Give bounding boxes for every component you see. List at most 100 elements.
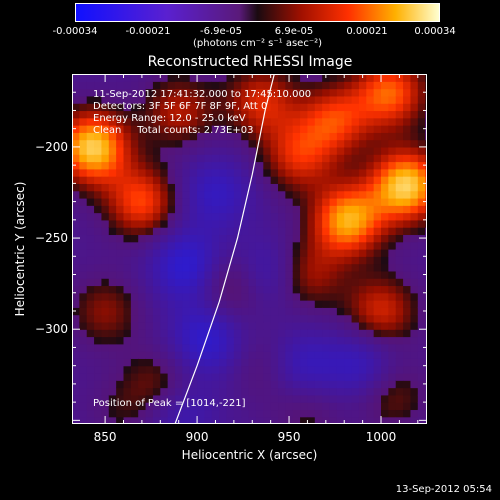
heatmap-cell bbox=[204, 394, 213, 403]
heatmap-cell bbox=[300, 219, 309, 228]
heatmap-cell bbox=[366, 146, 375, 155]
heatmap-cell bbox=[381, 314, 389, 323]
heatmap-cell bbox=[123, 270, 132, 279]
heatmap-cell bbox=[175, 336, 183, 345]
heatmap-cell bbox=[292, 394, 301, 403]
heatmap-cell bbox=[366, 256, 375, 265]
heatmap-cell bbox=[403, 270, 412, 279]
heatmap-cell bbox=[160, 241, 169, 250]
heatmap-cell bbox=[211, 256, 220, 265]
heatmap-cell bbox=[101, 241, 110, 250]
heatmap-cell bbox=[358, 380, 367, 389]
heatmap-cell bbox=[300, 176, 309, 184]
heatmap-cell bbox=[410, 176, 419, 184]
heatmap-cell bbox=[182, 110, 191, 119]
heatmap-cell bbox=[292, 372, 301, 381]
heatmap-cell bbox=[189, 219, 198, 228]
heatmap-cell bbox=[351, 372, 360, 381]
heatmap-cell bbox=[322, 321, 331, 330]
heatmap-cell bbox=[241, 81, 250, 90]
heatmap-cell bbox=[336, 139, 345, 148]
heatmap-cell bbox=[123, 241, 132, 250]
heatmap-cell bbox=[314, 88, 323, 97]
heatmap-cell bbox=[270, 387, 279, 396]
heatmap-cell bbox=[101, 125, 110, 133]
heatmap-cell bbox=[417, 190, 426, 199]
heatmap-cell bbox=[204, 110, 213, 119]
heatmap-cell bbox=[152, 183, 161, 192]
heatmap-cell bbox=[138, 176, 147, 184]
heatmap-cell bbox=[101, 365, 110, 374]
heatmap-cell bbox=[248, 256, 257, 265]
heatmap-cell bbox=[381, 365, 389, 374]
heatmap-cell bbox=[167, 270, 176, 279]
heatmap-cell bbox=[160, 74, 169, 82]
heatmap-cell bbox=[138, 387, 147, 396]
heatmap-cell bbox=[152, 300, 161, 308]
heatmap-cell bbox=[351, 212, 360, 221]
heatmap-cell bbox=[123, 227, 132, 236]
heatmap-cell bbox=[160, 249, 169, 257]
heatmap-cell bbox=[138, 249, 147, 257]
heatmap-cell bbox=[189, 197, 198, 206]
heatmap-cell bbox=[182, 285, 191, 294]
heatmap-cell bbox=[211, 146, 220, 155]
heatmap-cell bbox=[86, 270, 95, 279]
heatmap-cell bbox=[307, 278, 316, 287]
heatmap-cell bbox=[123, 343, 132, 352]
heatmap-cell bbox=[381, 351, 389, 359]
heatmap-cell bbox=[219, 387, 228, 396]
heatmap-cell bbox=[182, 234, 191, 243]
heatmap-cell bbox=[278, 285, 286, 294]
heatmap-cell bbox=[263, 88, 272, 97]
heatmap-cell bbox=[314, 125, 323, 133]
heatmap-cell bbox=[175, 394, 183, 403]
heatmap-cell bbox=[94, 270, 103, 279]
heatmap-cell bbox=[270, 343, 279, 352]
heatmap-cell bbox=[373, 205, 382, 214]
heatmap-cell bbox=[72, 402, 80, 411]
heatmap-cell bbox=[211, 205, 220, 214]
heatmap-cell bbox=[263, 402, 272, 411]
heatmap-cell bbox=[108, 300, 117, 308]
heatmap-cell bbox=[395, 249, 404, 257]
heatmap-cell bbox=[255, 81, 264, 90]
heatmap-cell bbox=[285, 387, 294, 396]
heatmap-cell bbox=[130, 307, 139, 316]
heatmap-cell bbox=[101, 234, 110, 243]
heatmap-cell bbox=[314, 343, 323, 352]
heatmap-cell bbox=[248, 161, 257, 170]
heatmap-cell bbox=[278, 314, 286, 323]
heatmap-cell bbox=[175, 300, 183, 308]
heatmap-cell bbox=[219, 110, 228, 119]
heatmap-cell bbox=[167, 146, 176, 155]
heatmap-cell bbox=[86, 321, 95, 330]
heatmap-cell bbox=[351, 154, 360, 163]
heatmap-cell bbox=[285, 139, 294, 148]
heatmap-cell bbox=[344, 197, 353, 206]
heatmap-cell bbox=[344, 183, 353, 192]
heatmap-cell bbox=[403, 125, 412, 133]
heatmap-cell bbox=[322, 234, 331, 243]
heatmap-cell bbox=[373, 227, 382, 236]
heatmap-cell bbox=[152, 110, 161, 119]
heatmap-cell bbox=[130, 95, 139, 104]
chart-title: Reconstructed RHESSI Image bbox=[147, 54, 353, 70]
heatmap-cell bbox=[241, 270, 250, 279]
heatmap-cell bbox=[197, 387, 206, 396]
heatmap-cell bbox=[270, 168, 279, 177]
heatmap-cell bbox=[152, 402, 161, 411]
heatmap-cell bbox=[388, 409, 397, 418]
heatmap-cell bbox=[219, 183, 228, 192]
heatmap-cell bbox=[410, 307, 419, 316]
heatmap-cell bbox=[344, 219, 353, 228]
heatmap-cell bbox=[108, 402, 117, 411]
heatmap-cell bbox=[307, 402, 316, 411]
heatmap-cell bbox=[381, 263, 389, 272]
heatmap-cell bbox=[417, 154, 426, 163]
heatmap-cell bbox=[189, 372, 198, 381]
heatmap-cell bbox=[263, 81, 272, 90]
heatmap-cell bbox=[358, 270, 367, 279]
heatmap-cell bbox=[307, 270, 316, 279]
heatmap-cell bbox=[248, 270, 257, 279]
